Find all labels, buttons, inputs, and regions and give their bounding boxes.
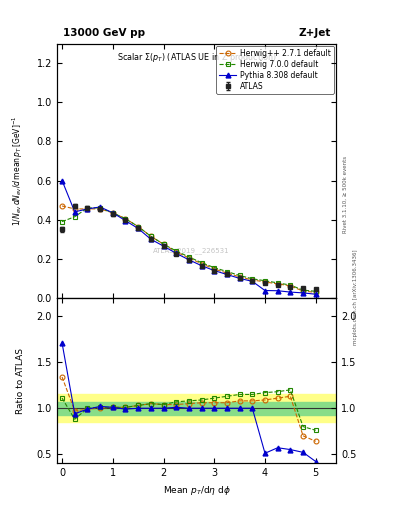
Pythia 8.308 default [136, 225, 141, 231]
Herwig 7.0.0 default [275, 280, 280, 286]
Herwig++ 2.7.1 default [98, 206, 103, 212]
Herwig 7.0.0 default [263, 278, 267, 284]
Herwig 7.0.0 default [250, 276, 255, 282]
X-axis label: Mean $p_T$/d$\eta$ d$\phi$: Mean $p_T$/d$\eta$ d$\phi$ [163, 484, 230, 497]
Herwig++ 2.7.1 default [212, 266, 217, 272]
Herwig++ 2.7.1 default [313, 289, 318, 295]
Herwig++ 2.7.1 default [224, 270, 229, 276]
Herwig 7.0.0 default [288, 282, 293, 288]
Herwig 7.0.0 default [237, 272, 242, 279]
Herwig++ 2.7.1 default [237, 274, 242, 280]
Herwig 7.0.0 default [123, 216, 128, 222]
Pythia 8.308 default [60, 178, 64, 184]
Pythia 8.308 default [72, 209, 77, 215]
Herwig 7.0.0 default [199, 260, 204, 266]
Text: Z+Jet: Z+Jet [298, 29, 331, 38]
Herwig 7.0.0 default [85, 205, 90, 211]
Herwig 7.0.0 default [161, 241, 166, 247]
Herwig 7.0.0 default [301, 287, 305, 293]
Herwig++ 2.7.1 default [301, 288, 305, 294]
Herwig++ 2.7.1 default [60, 203, 64, 209]
Herwig++ 2.7.1 default [149, 233, 153, 240]
Pythia 8.308 default [187, 257, 191, 263]
Text: Rivet 3.1.10, ≥ 500k events: Rivet 3.1.10, ≥ 500k events [343, 156, 347, 233]
Herwig++ 2.7.1 default [161, 241, 166, 247]
Herwig++ 2.7.1 default [250, 277, 255, 283]
Line: Herwig++ 2.7.1 default: Herwig++ 2.7.1 default [60, 204, 318, 295]
Herwig++ 2.7.1 default [187, 255, 191, 261]
Pythia 8.308 default [301, 290, 305, 296]
Herwig 7.0.0 default [60, 219, 64, 225]
Y-axis label: Ratio to ATLAS: Ratio to ATLAS [16, 348, 25, 414]
Pythia 8.308 default [199, 263, 204, 269]
Text: Scalar $\Sigma(p_T)$ (ATLAS UE in Z production): Scalar $\Sigma(p_T)$ (ATLAS UE in Z prod… [117, 51, 276, 64]
Herwig++ 2.7.1 default [85, 206, 90, 212]
Pythia 8.308 default [85, 206, 90, 212]
Herwig++ 2.7.1 default [123, 216, 128, 222]
Herwig++ 2.7.1 default [72, 206, 77, 212]
Herwig++ 2.7.1 default [288, 283, 293, 289]
Pythia 8.308 default [250, 278, 255, 284]
Herwig 7.0.0 default [212, 265, 217, 271]
Herwig++ 2.7.1 default [110, 210, 115, 216]
Pythia 8.308 default [263, 287, 267, 293]
Herwig 7.0.0 default [187, 254, 191, 260]
Herwig 7.0.0 default [136, 223, 141, 229]
Pythia 8.308 default [275, 288, 280, 294]
Line: Pythia 8.308 default: Pythia 8.308 default [60, 178, 318, 296]
Bar [57, 394, 336, 422]
Bar [57, 402, 336, 415]
Herwig 7.0.0 default [174, 248, 178, 254]
Herwig++ 2.7.1 default [275, 281, 280, 287]
Herwig 7.0.0 default [98, 205, 103, 211]
Pythia 8.308 default [313, 291, 318, 297]
Pythia 8.308 default [237, 275, 242, 282]
Pythia 8.308 default [174, 250, 178, 257]
Pythia 8.308 default [123, 218, 128, 224]
Y-axis label: $1/N_{ev}\,dN_{ev}/d\,\mathrm{mean}\,p_T\,[\mathrm{GeV}]^{-1}$: $1/N_{ev}\,dN_{ev}/d\,\mathrm{mean}\,p_T… [11, 115, 25, 226]
Herwig++ 2.7.1 default [263, 279, 267, 285]
Herwig 7.0.0 default [110, 210, 115, 216]
Herwig 7.0.0 default [72, 214, 77, 220]
Herwig 7.0.0 default [313, 288, 318, 294]
Text: mcplots.cern.ch [arXiv:1306.3436]: mcplots.cern.ch [arXiv:1306.3436] [353, 249, 358, 345]
Pythia 8.308 default [224, 271, 229, 278]
Pythia 8.308 default [212, 267, 217, 273]
Herwig++ 2.7.1 default [136, 223, 141, 229]
Text: ATLAS_2019__226531: ATLAS_2019__226531 [152, 247, 229, 254]
Text: 13000 GeV pp: 13000 GeV pp [62, 29, 145, 38]
Pythia 8.308 default [98, 204, 103, 210]
Legend: Herwig++ 2.7.1 default, Herwig 7.0.0 default, Pythia 8.308 default, ATLAS: Herwig++ 2.7.1 default, Herwig 7.0.0 def… [216, 46, 334, 94]
Line: Herwig 7.0.0 default: Herwig 7.0.0 default [60, 205, 318, 294]
Herwig 7.0.0 default [149, 233, 153, 240]
Pythia 8.308 default [161, 243, 166, 249]
Herwig 7.0.0 default [224, 268, 229, 274]
Pythia 8.308 default [110, 210, 115, 216]
Herwig++ 2.7.1 default [199, 261, 204, 267]
Herwig++ 2.7.1 default [174, 249, 178, 255]
Pythia 8.308 default [149, 236, 153, 242]
Pythia 8.308 default [288, 289, 293, 295]
